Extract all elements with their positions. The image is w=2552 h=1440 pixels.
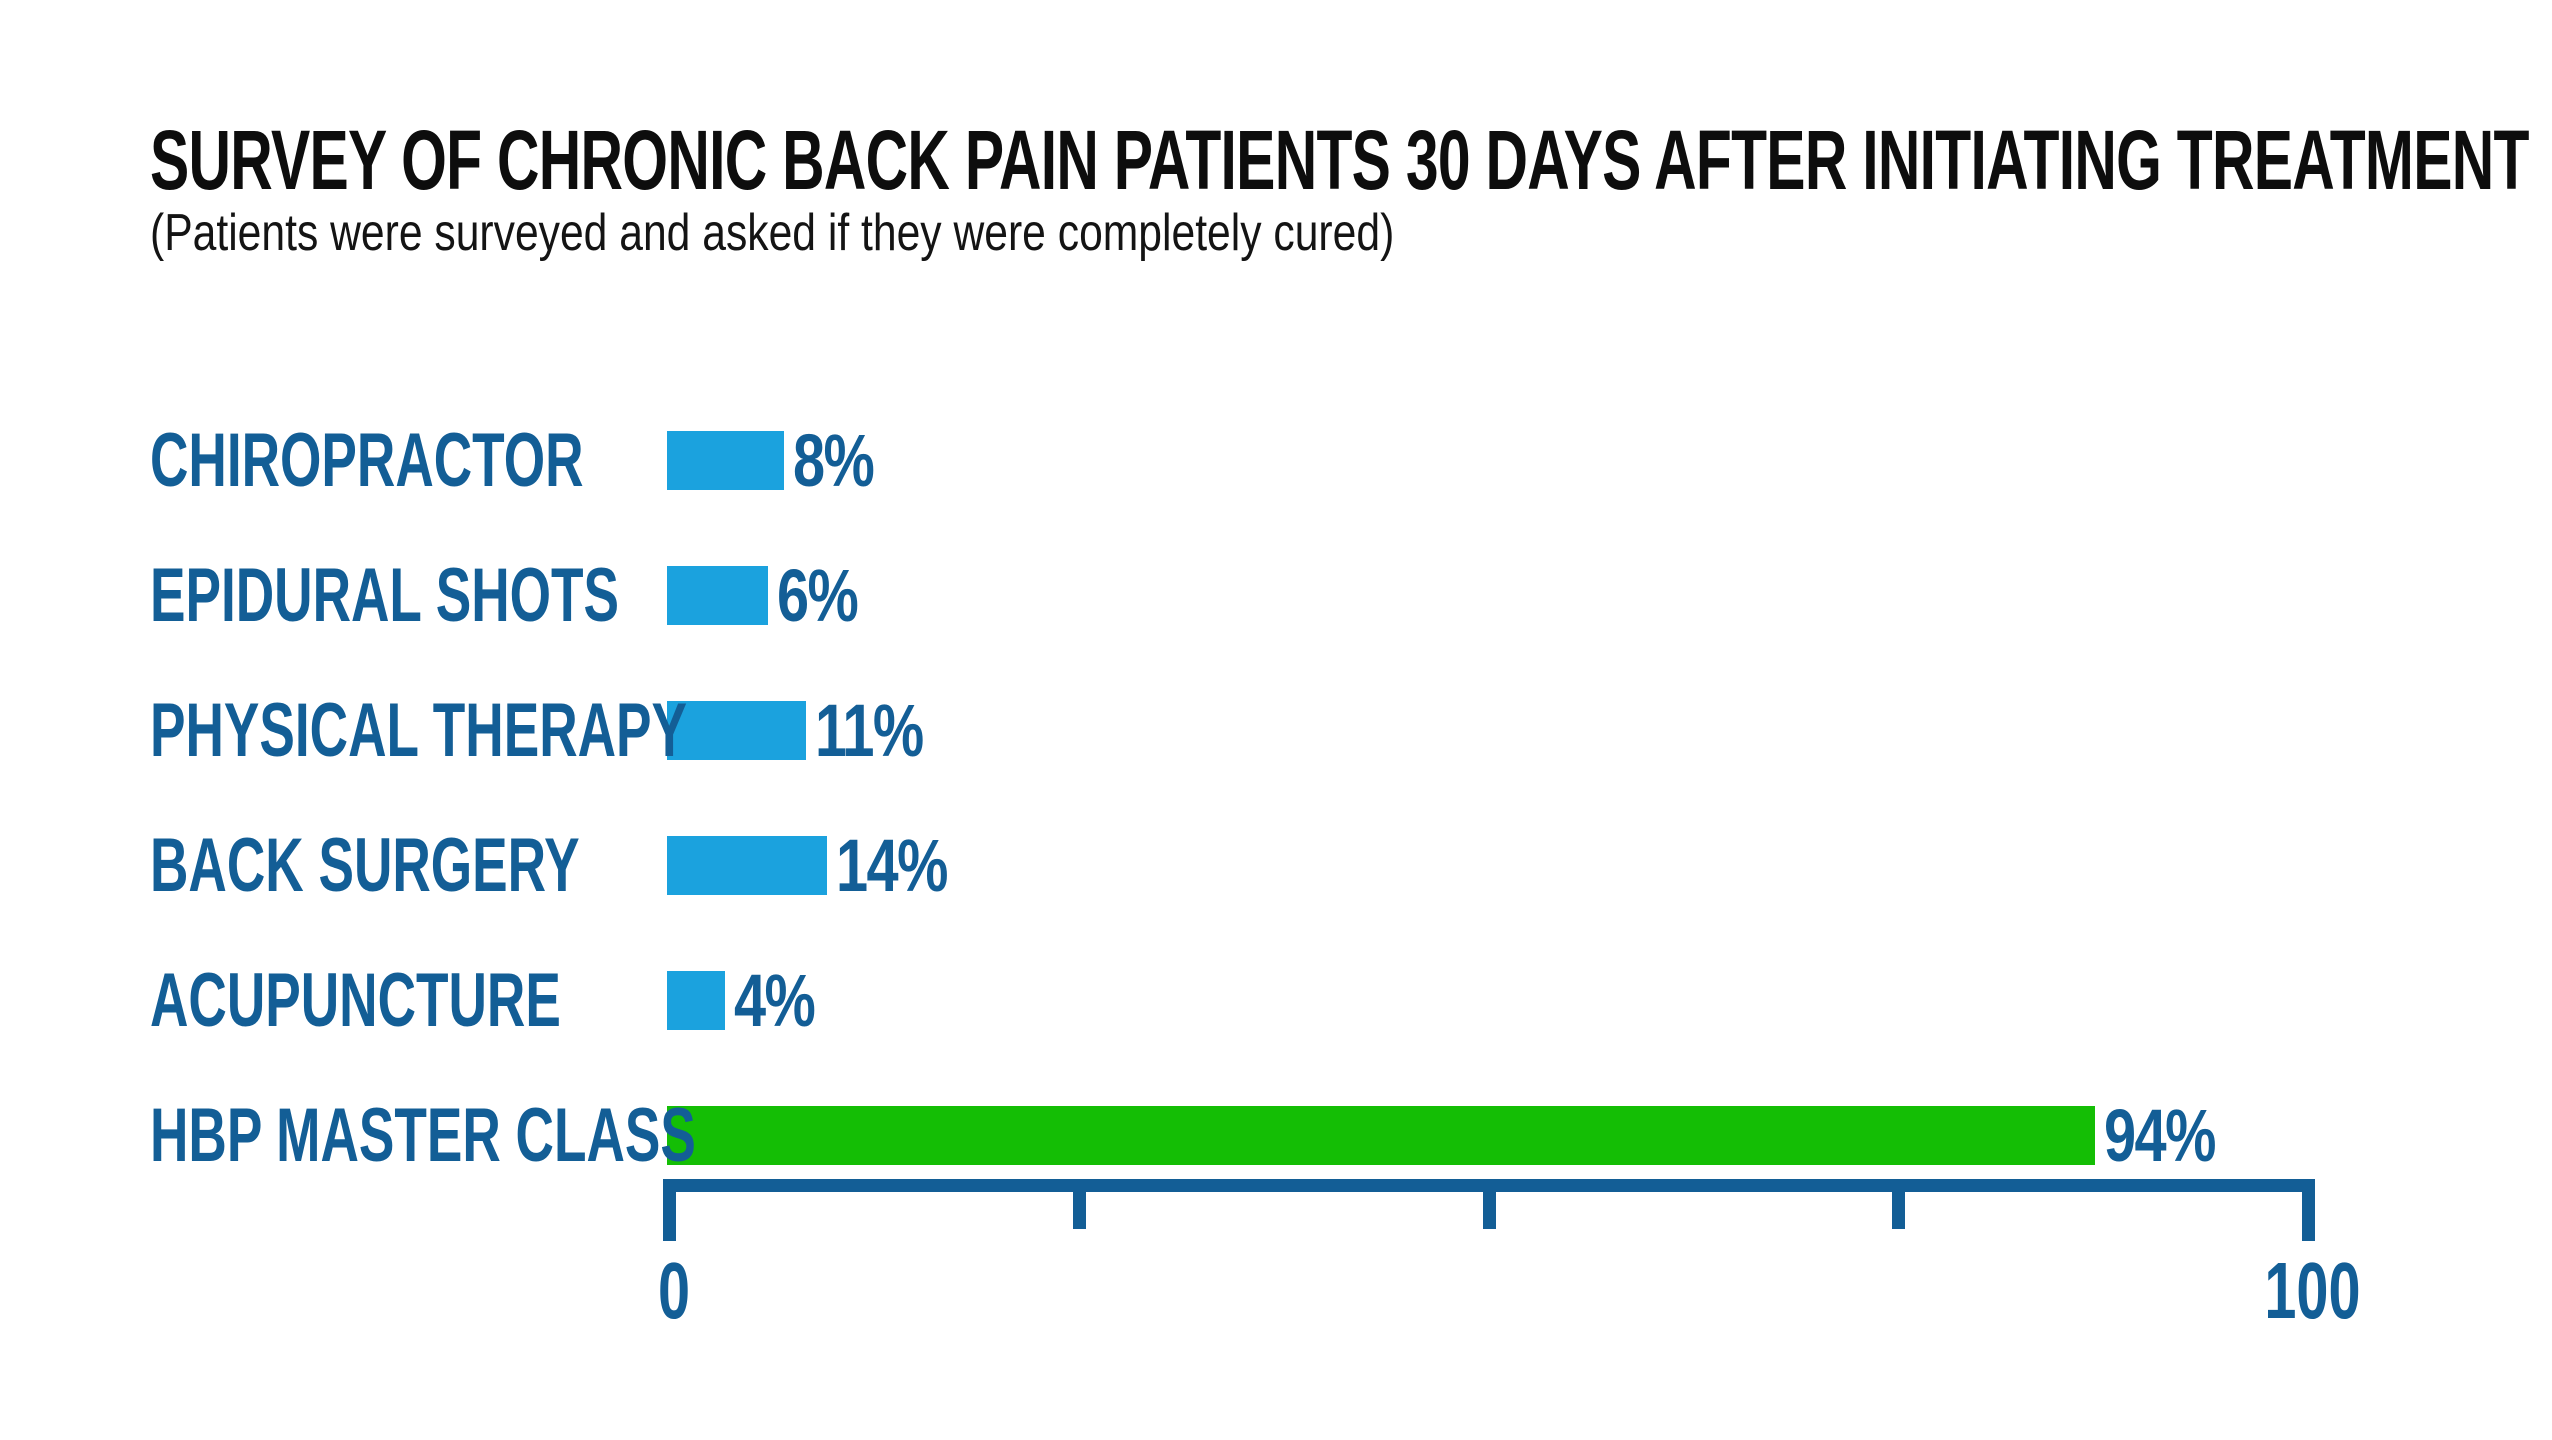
value-label-cell: 94% <box>2104 1093 2246 1178</box>
chart-row: HBP MASTER CLASS 94% <box>0 1098 2552 1174</box>
axis-tick <box>1073 1179 1086 1229</box>
category-label-cell: EPIDURAL SHOTS <box>0 552 667 639</box>
value-label: 8% <box>793 419 875 502</box>
axis-tick <box>1892 1179 1905 1229</box>
category-label: EPIDURAL SHOTS <box>150 553 620 638</box>
page-title: SURVEY OF CHRONIC BACK PAIN PATIENTS 30 … <box>150 112 2552 209</box>
category-label: HBP MASTER CLASS <box>150 1093 696 1178</box>
value-label: 11% <box>815 689 924 772</box>
chart-title-text: SURVEY OF CHRONIC BACK PAIN PATIENTS 30 … <box>150 113 2529 207</box>
chart-row: EPIDURAL SHOTS 6% <box>0 558 2552 634</box>
chart-row: BACK SURGERY 14% <box>0 828 2552 904</box>
value-label-cell: 11% <box>815 688 953 773</box>
value-label: 6% <box>777 554 859 637</box>
category-label-cell: PHYSICAL THERAPY <box>0 687 687 774</box>
axis-tick <box>2302 1179 2315 1241</box>
value-label-cell: 4% <box>734 958 837 1043</box>
category-label: PHYSICAL THERAPY <box>150 688 688 773</box>
axis-label-max: 100 <box>2263 1246 2360 1335</box>
value-label: 4% <box>734 959 816 1042</box>
category-label-cell: ACUPUNCTURE <box>0 957 667 1044</box>
category-label: BACK SURGERY <box>150 823 580 908</box>
chart-subtitle-text: (Patients were surveyed and asked if the… <box>150 204 1395 262</box>
bar <box>667 1106 2095 1165</box>
x-axis: 0 100 <box>658 1179 2360 1331</box>
chart-row: PHYSICAL THERAPY 11% <box>0 693 2552 769</box>
value-label-cell: 8% <box>793 418 896 503</box>
bar <box>667 836 827 895</box>
value-label-cell: 6% <box>777 553 880 638</box>
axis-tick <box>1483 1179 1496 1229</box>
value-label: 94% <box>2104 1094 2216 1177</box>
bar <box>667 431 784 490</box>
chart-row: CHIROPRACTOR 8% <box>0 423 2552 499</box>
bar <box>667 971 725 1030</box>
bar <box>667 566 768 625</box>
chart-subtitle: (Patients were surveyed and asked if the… <box>150 203 1667 263</box>
chart-row: ACUPUNCTURE 4% <box>0 963 2552 1039</box>
category-label: CHIROPRACTOR <box>150 418 584 503</box>
category-label-cell: HBP MASTER CLASS <box>0 1092 696 1179</box>
value-label: 14% <box>836 824 948 907</box>
bar <box>667 701 806 760</box>
category-label: ACUPUNCTURE <box>150 958 561 1043</box>
category-label-cell: CHIROPRACTOR <box>0 417 667 504</box>
axis-label-min: 0 <box>658 1246 691 1335</box>
category-label-cell: BACK SURGERY <box>0 822 667 909</box>
value-label-cell: 14% <box>836 823 978 908</box>
axis-tick <box>663 1179 676 1241</box>
